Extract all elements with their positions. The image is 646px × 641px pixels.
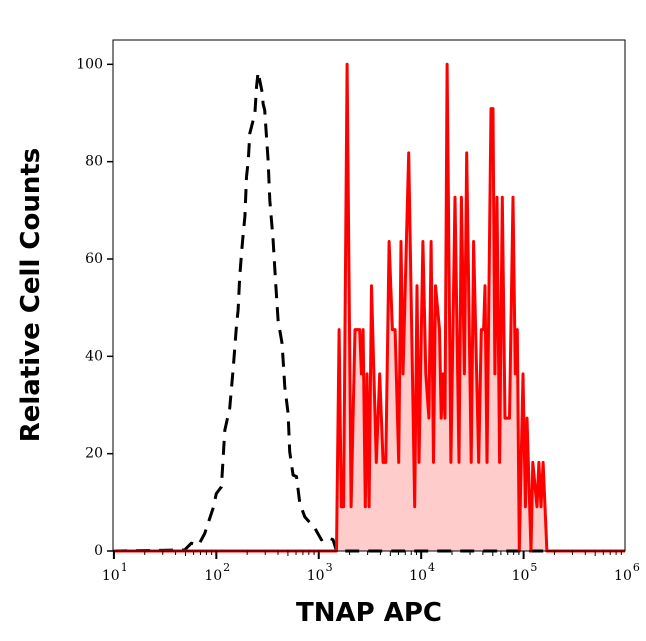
x-tick-label: 102 xyxy=(204,561,230,584)
x-axis-title: TNAP APC xyxy=(296,598,442,628)
tnap-apc-histogram-fill xyxy=(113,64,625,552)
plot-area xyxy=(112,62,625,553)
isotype-control-histogram-line xyxy=(112,70,625,553)
y-tick-label: 20 xyxy=(85,446,103,462)
x-tick-label: 104 xyxy=(409,561,435,584)
x-tick-label: 105 xyxy=(512,561,538,584)
plot-frame xyxy=(112,39,626,552)
y-axis-title: Relative Cell Counts xyxy=(16,148,46,443)
x-tick-label: 106 xyxy=(614,561,640,584)
y-tick-label: 0 xyxy=(94,543,103,559)
y-tick-label: 40 xyxy=(85,348,103,364)
y-tick-label: 100 xyxy=(76,56,103,72)
y-tick-label: 60 xyxy=(85,251,103,267)
x-tick-label: 103 xyxy=(307,561,333,584)
x-tick-label: 101 xyxy=(102,561,128,584)
y-tick-label: 80 xyxy=(85,154,103,170)
tnap-apc-histogram-line xyxy=(113,62,625,553)
axes: 0 20 40 60 80 100 101 102 103 104 105 106 xyxy=(76,56,640,584)
